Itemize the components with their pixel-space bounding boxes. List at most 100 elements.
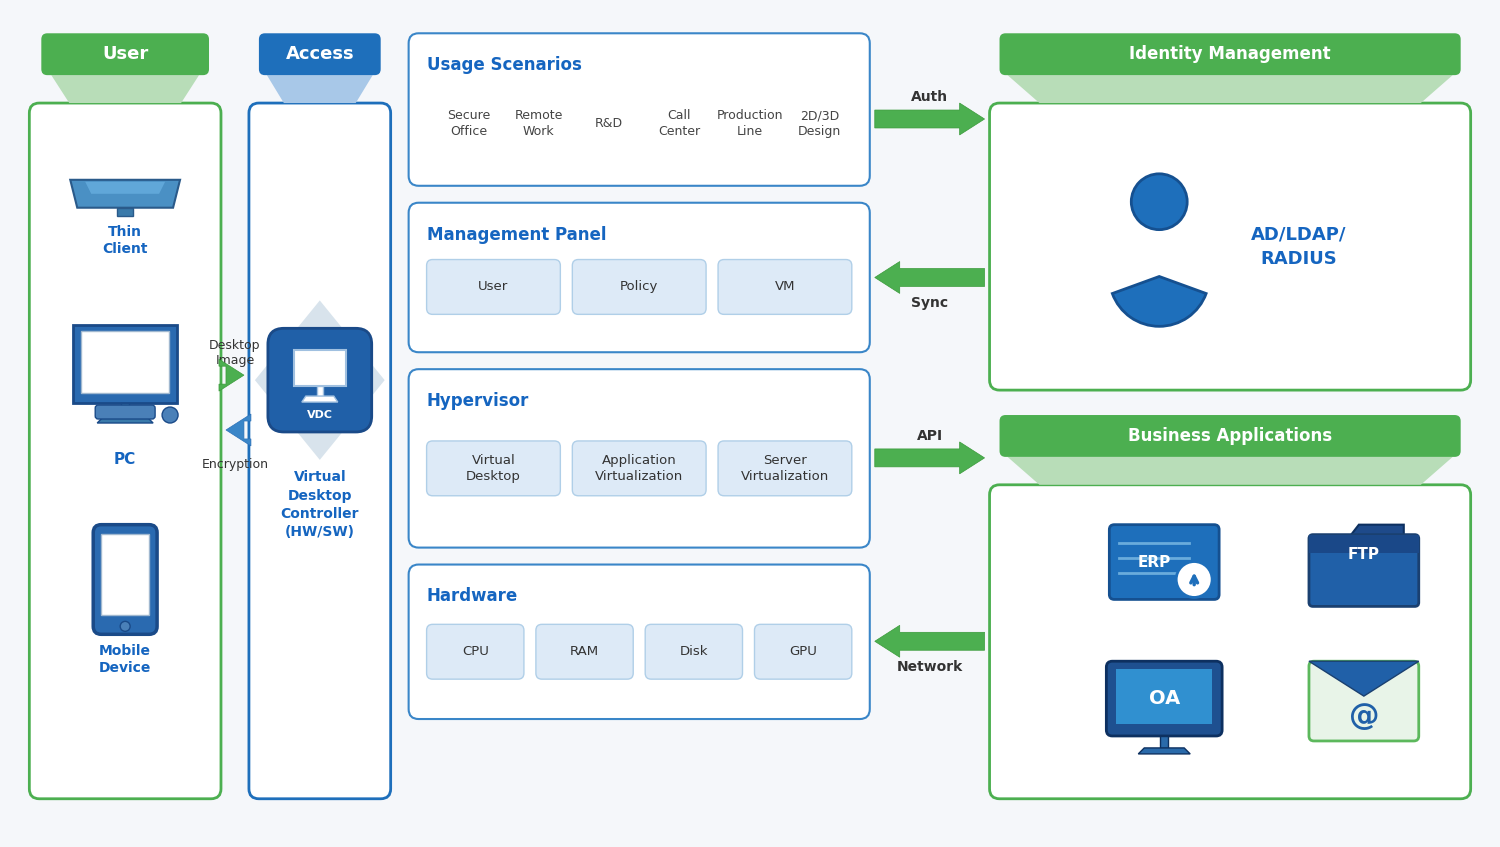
Text: User: User [478, 280, 508, 293]
Polygon shape [86, 182, 165, 194]
Polygon shape [874, 103, 984, 135]
Polygon shape [874, 442, 984, 473]
FancyBboxPatch shape [260, 33, 381, 75]
FancyBboxPatch shape [990, 484, 1470, 799]
FancyBboxPatch shape [30, 103, 220, 799]
Bar [1310, 534, 1419, 552]
Wedge shape [1113, 276, 1206, 326]
Polygon shape [255, 301, 384, 460]
Text: Application
Virtualization: Application Virtualization [596, 454, 684, 483]
FancyBboxPatch shape [408, 33, 870, 185]
Text: Server
Virtualization: Server Virtualization [741, 454, 830, 483]
Text: Production
Line: Production Line [717, 109, 783, 139]
Text: Management Panel: Management Panel [426, 225, 606, 244]
Polygon shape [1008, 457, 1452, 484]
Bar [1116, 669, 1212, 724]
Text: Call
Center: Call Center [658, 109, 700, 139]
FancyBboxPatch shape [1310, 534, 1419, 606]
Text: VM: VM [774, 280, 795, 293]
FancyBboxPatch shape [408, 202, 870, 352]
Text: 2D/3D
Design: 2D/3D Design [798, 109, 842, 139]
FancyBboxPatch shape [426, 624, 524, 679]
FancyBboxPatch shape [408, 565, 870, 719]
Text: CPU: CPU [462, 645, 489, 658]
Text: Auth: Auth [910, 90, 948, 104]
Bar [74, 325, 177, 403]
Text: Hypervisor: Hypervisor [426, 392, 530, 410]
Text: FTP: FTP [1348, 547, 1380, 562]
Text: AD/LDAP/
RADIUS: AD/LDAP/ RADIUS [1251, 225, 1347, 268]
FancyBboxPatch shape [990, 103, 1470, 390]
FancyBboxPatch shape [754, 624, 852, 679]
Text: Disk: Disk [680, 645, 708, 658]
Text: RAM: RAM [570, 645, 598, 658]
Text: Business Applications: Business Applications [1128, 427, 1332, 445]
Circle shape [162, 407, 178, 423]
Polygon shape [1138, 748, 1190, 754]
Text: Policy: Policy [620, 280, 658, 293]
Bar [100, 534, 148, 616]
FancyBboxPatch shape [573, 259, 706, 314]
Text: Desktop
Image: Desktop Image [209, 340, 261, 368]
Bar [117, 208, 134, 216]
Bar [81, 331, 170, 393]
Bar [1160, 736, 1168, 748]
FancyBboxPatch shape [718, 259, 852, 314]
Polygon shape [874, 625, 984, 657]
Polygon shape [219, 359, 245, 391]
Text: Mobile
Device: Mobile Device [99, 644, 152, 675]
Text: PC: PC [114, 452, 136, 468]
FancyBboxPatch shape [536, 624, 633, 679]
FancyBboxPatch shape [1107, 662, 1222, 736]
Text: Usage Scenarios: Usage Scenarios [426, 56, 582, 75]
Text: Secure
Office: Secure Office [447, 109, 491, 139]
Text: R&D: R&D [596, 118, 622, 130]
Text: Hardware: Hardware [426, 588, 518, 606]
FancyBboxPatch shape [426, 259, 561, 314]
Text: Sync: Sync [910, 296, 948, 310]
Polygon shape [1310, 662, 1419, 696]
Polygon shape [51, 75, 200, 103]
Text: @: @ [1348, 701, 1378, 730]
Text: Access: Access [285, 45, 354, 64]
Text: Virtual
Desktop: Virtual Desktop [466, 454, 520, 483]
Text: Thin
Client: Thin Client [102, 225, 148, 257]
Circle shape [120, 622, 130, 631]
FancyBboxPatch shape [268, 329, 372, 432]
FancyBboxPatch shape [573, 441, 706, 495]
Text: OA: OA [1149, 689, 1180, 707]
FancyBboxPatch shape [408, 369, 870, 548]
FancyBboxPatch shape [1110, 524, 1220, 600]
FancyBboxPatch shape [249, 103, 390, 799]
Text: API: API [916, 429, 942, 443]
Text: Virtual
Desktop
Controller
(HW/SW): Virtual Desktop Controller (HW/SW) [280, 470, 358, 540]
Polygon shape [874, 262, 984, 293]
FancyBboxPatch shape [42, 33, 209, 75]
FancyBboxPatch shape [1310, 662, 1419, 741]
Text: Remote
Work: Remote Work [514, 109, 562, 139]
Polygon shape [70, 180, 180, 208]
Polygon shape [1310, 524, 1404, 538]
Text: Identity Management: Identity Management [1130, 45, 1330, 64]
FancyBboxPatch shape [645, 624, 742, 679]
Text: ERP: ERP [1137, 555, 1172, 570]
FancyBboxPatch shape [94, 405, 154, 419]
Text: Encryption: Encryption [201, 458, 268, 471]
Polygon shape [1008, 75, 1452, 103]
Polygon shape [267, 75, 372, 103]
Polygon shape [226, 414, 251, 446]
Circle shape [1131, 174, 1186, 230]
FancyBboxPatch shape [93, 524, 158, 634]
Bar [316, 386, 322, 396]
Bar [122, 403, 129, 417]
FancyBboxPatch shape [999, 33, 1461, 75]
FancyBboxPatch shape [718, 441, 852, 495]
FancyBboxPatch shape [999, 415, 1461, 457]
FancyBboxPatch shape [426, 441, 561, 495]
Text: VDC: VDC [308, 410, 333, 420]
Text: User: User [102, 45, 148, 64]
Polygon shape [302, 396, 338, 402]
Bar [294, 351, 345, 386]
Text: GPU: GPU [789, 645, 818, 658]
Circle shape [1176, 562, 1212, 597]
